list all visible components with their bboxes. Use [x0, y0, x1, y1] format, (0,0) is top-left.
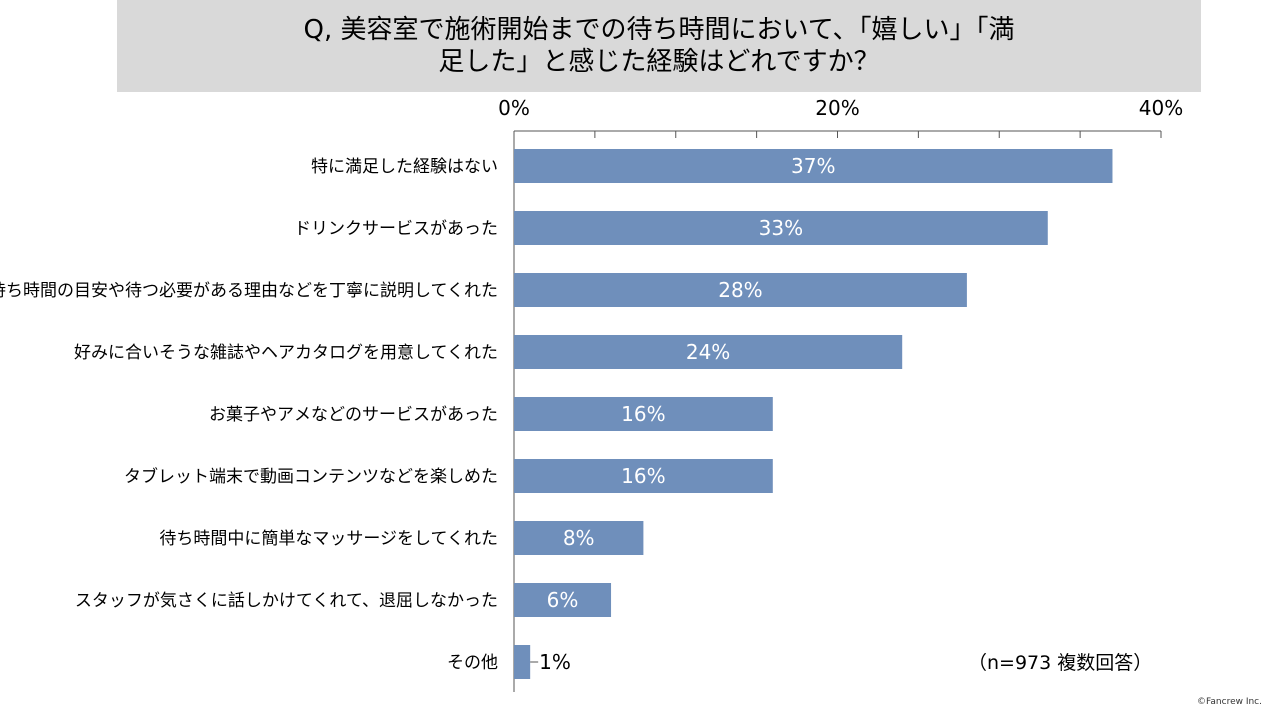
bar-value-label: 33%	[759, 216, 803, 240]
category-label: スタッフが気さくに話しかけてくれて、退屈しなかった	[75, 591, 498, 611]
bar	[514, 521, 644, 555]
bar	[514, 335, 903, 369]
category-label: その他	[447, 653, 498, 673]
x-tick-label: 40%	[1139, 96, 1183, 120]
sample-note: （n=973 複数回答）	[968, 652, 1153, 674]
bar-chart: 0% 20% 40% 特に満足した経験はない 37% ドリンクサービスがあった 33% 待ち時…	[0, 96, 1183, 692]
bar	[514, 397, 773, 431]
chart-title: Q, 美容室で施術開始までの待ち時間において、「嬉しい」「満足した」と感じた経験…	[303, 15, 1015, 77]
bar-value-label: 16%	[621, 402, 665, 426]
bar-value-label: 1%	[539, 650, 571, 674]
bar-value-label: 6%	[547, 588, 579, 612]
x-tick-label: 20%	[815, 96, 859, 120]
category-label: タブレット端末で動画コンテンツなどを楽しめた	[124, 466, 498, 487]
bar-value-label: 16%	[621, 464, 665, 488]
bar	[514, 273, 967, 307]
bar-value-label: 24%	[686, 340, 730, 364]
bar	[514, 645, 531, 679]
bar	[514, 211, 1048, 245]
title-banner: Q, 美容室で施術開始までの待ち時間において、「嬉しい」「満足した」と感じた経験…	[117, 0, 1201, 92]
category-label: 特に満足した経験はない	[311, 157, 498, 177]
category-label: お菓子やアメなどのサービスがあった	[209, 405, 498, 425]
category-label: ドリンクサービスがあった	[294, 219, 498, 239]
category-label: 好みに合いそうな雑誌やヘアカタログを用意してくれた	[74, 343, 498, 363]
bar	[514, 459, 773, 493]
category-label: 待ち時間の目安や待つ必要がある理由などを丁寧に説明してくれた	[0, 281, 498, 301]
bar-value-label: 8%	[563, 526, 595, 550]
x-tick-label: 0%	[498, 96, 530, 120]
bar	[514, 583, 612, 617]
copyright: ©Fancrew Inc.	[1197, 697, 1262, 707]
bar-value-label: 28%	[718, 278, 762, 302]
bar	[514, 149, 1113, 183]
bar-value-label: 37%	[791, 154, 835, 178]
category-label: 待ち時間中に簡単なマッサージをしてくれた	[159, 529, 498, 549]
